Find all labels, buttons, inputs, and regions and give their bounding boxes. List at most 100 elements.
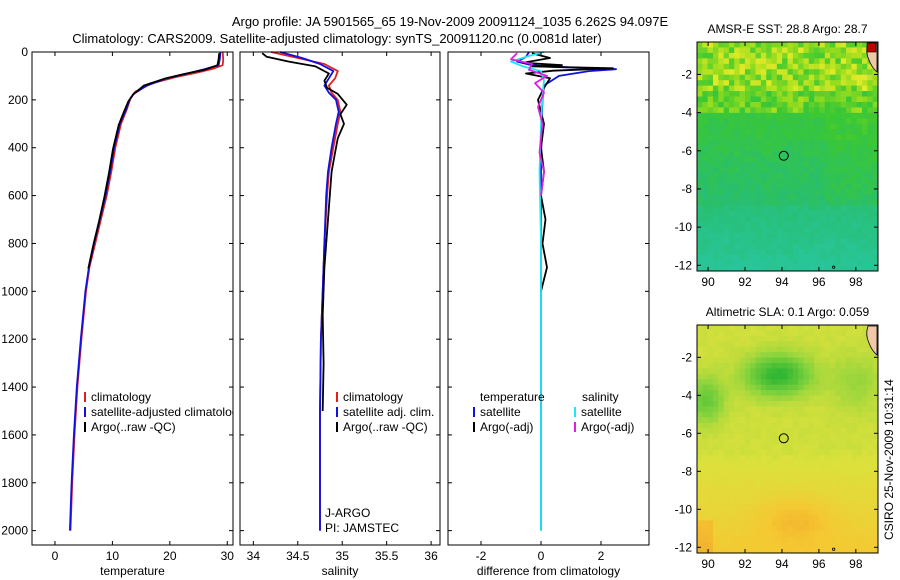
sla_map-cell — [771, 390, 778, 396]
sla_map-cell — [808, 433, 815, 440]
sla_map-cell — [824, 363, 831, 369]
sla_map-cell — [766, 547, 772, 554]
sla_map-cell — [755, 428, 762, 434]
sla_map-cell — [760, 531, 767, 538]
sla_map-cell — [766, 515, 772, 521]
sla_map-cell — [776, 455, 783, 462]
sla_map-cell — [755, 515, 762, 521]
sst_map-cell — [835, 96, 842, 103]
sst_map-cell — [739, 101, 746, 108]
sla_map-cell — [702, 498, 709, 505]
sla_map-cell — [739, 352, 746, 358]
sst_map-cell — [803, 107, 810, 114]
sla_map-cell — [856, 515, 863, 521]
sla_map-land — [866, 325, 878, 356]
sla_map-cell — [846, 390, 852, 396]
sla_map-cell — [766, 330, 772, 337]
sst_map-cell — [782, 47, 788, 54]
sst_map-cell — [766, 265, 772, 272]
sst_map-cell — [750, 47, 756, 54]
sla_map-cell — [824, 368, 831, 375]
sla_map-cell — [760, 363, 767, 369]
sla_map-cell — [697, 547, 703, 554]
sst_map-cell — [840, 63, 847, 70]
sla_map-cell — [808, 449, 815, 456]
sla_map-cell — [851, 406, 858, 413]
sst_map-cell — [835, 254, 842, 261]
sla_map-cell — [803, 428, 810, 434]
sla_map-cell — [723, 493, 730, 500]
sst_map-cell — [744, 172, 751, 179]
sla_map-cell — [697, 509, 703, 516]
sst_map-cell — [814, 96, 820, 103]
sla_map-cell — [867, 444, 874, 451]
sst_map-cell — [840, 249, 847, 256]
sla_map-cell — [819, 422, 826, 429]
sla_map-cell — [739, 531, 746, 538]
sla_map-cell — [808, 477, 815, 483]
sla_map-cell — [824, 547, 831, 554]
sst_map-cell — [734, 42, 740, 48]
sla_map-cell — [792, 406, 799, 413]
sla_map-cell — [840, 460, 847, 467]
sla_map-cell — [803, 363, 810, 369]
sst_map-cell — [867, 123, 874, 130]
sst_map-cell — [846, 200, 852, 206]
sla_map-cell — [872, 449, 879, 456]
sst_map-cell — [718, 183, 725, 190]
sst_map-cell — [814, 249, 820, 256]
sla_map-cell — [808, 406, 815, 413]
sst_map-cell — [755, 123, 762, 130]
sla_map-cell — [830, 433, 836, 440]
sla_map-cell — [776, 482, 783, 489]
sla_map-cell — [851, 330, 858, 337]
sla_map-cell — [755, 330, 762, 337]
sst_map-cell — [702, 249, 709, 256]
sst_map-cell — [697, 167, 703, 174]
sst_map-cell — [814, 112, 820, 119]
sst_map-cell — [760, 42, 767, 48]
sst_map-cell — [734, 96, 740, 103]
sla_map-cell — [782, 449, 788, 456]
sla_map-cell — [776, 352, 783, 358]
sst_map-cell — [819, 80, 826, 87]
sla_map-cell — [760, 395, 767, 402]
sst_map-cell — [787, 260, 794, 266]
sla_map-cell — [808, 363, 815, 369]
sst_map-cell — [697, 254, 703, 261]
sla_map-cell — [787, 384, 794, 391]
sla_map-cell — [867, 525, 874, 532]
sst_map-cell — [702, 161, 709, 168]
sst_map-cell — [766, 260, 772, 266]
sst_map-cell — [867, 140, 874, 146]
sla_map-cell — [723, 487, 730, 494]
sst_map-cell — [750, 63, 756, 70]
sst_map-cell — [808, 96, 815, 103]
sst_map-cell — [835, 205, 842, 212]
sst_map-cell — [712, 227, 719, 234]
sst_map-cell — [862, 260, 868, 266]
sst_map-cell — [734, 58, 740, 65]
sla_map-cell — [798, 444, 804, 451]
sla_map-cell — [787, 542, 794, 548]
sla_map-cell — [798, 471, 804, 478]
sla_map-cell — [755, 357, 762, 364]
sla_map-cell — [744, 547, 751, 554]
sla_map-cell — [755, 547, 762, 554]
sla_map-cell — [819, 390, 826, 396]
sst_map-cell — [739, 85, 746, 92]
sst_map-cell — [798, 227, 804, 234]
sla_map-cell — [712, 401, 719, 407]
sla_map-xtick-label: 96 — [812, 557, 826, 571]
sst_map-cell — [835, 118, 842, 125]
sla_map-cell — [814, 363, 820, 369]
sla_map-cell — [862, 509, 868, 516]
sla_map-cell — [782, 373, 788, 380]
sla_map-cell — [814, 341, 820, 348]
sst_map-cell — [851, 80, 858, 87]
sla_map-cell — [819, 384, 826, 391]
sla_map-cell — [739, 368, 746, 375]
sla_map-cell — [739, 487, 746, 494]
sst_map-cell — [872, 205, 879, 212]
